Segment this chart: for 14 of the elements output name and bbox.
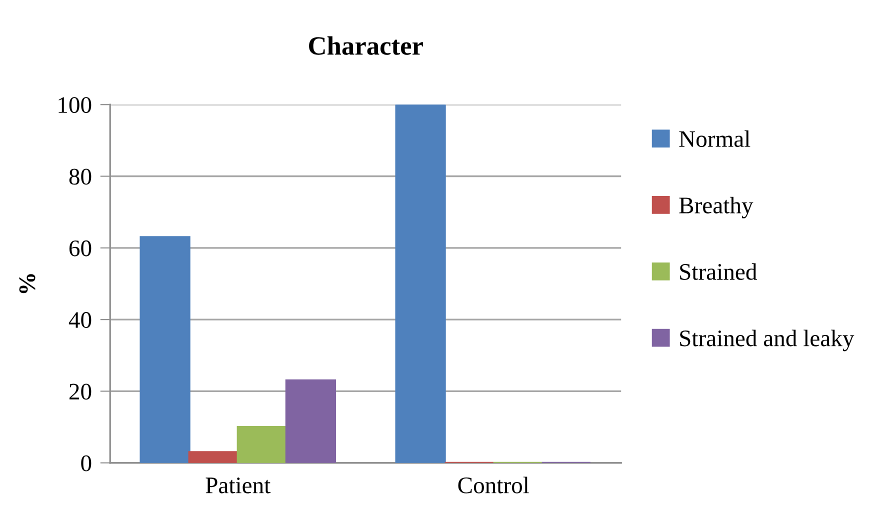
y-tick-label: 80 xyxy=(69,168,92,185)
x-tick-label: Control xyxy=(458,476,529,494)
legend-label: Strained xyxy=(680,263,757,280)
legend-label: Strained and leaky xyxy=(680,330,854,352)
chart-title: Character xyxy=(309,36,423,55)
y-tick-label: 20 xyxy=(69,384,92,400)
y-tick-label: 40 xyxy=(68,312,92,328)
y-tick-label: 0 xyxy=(81,455,92,472)
y-tick-label: 60 xyxy=(69,240,92,256)
legend-label: Breathy xyxy=(679,196,754,218)
y-tick-label: 100 xyxy=(58,97,92,114)
legend-label: Normal xyxy=(679,130,750,148)
x-tick-label: Patient xyxy=(206,477,271,494)
y-axis-title: % xyxy=(19,274,36,294)
